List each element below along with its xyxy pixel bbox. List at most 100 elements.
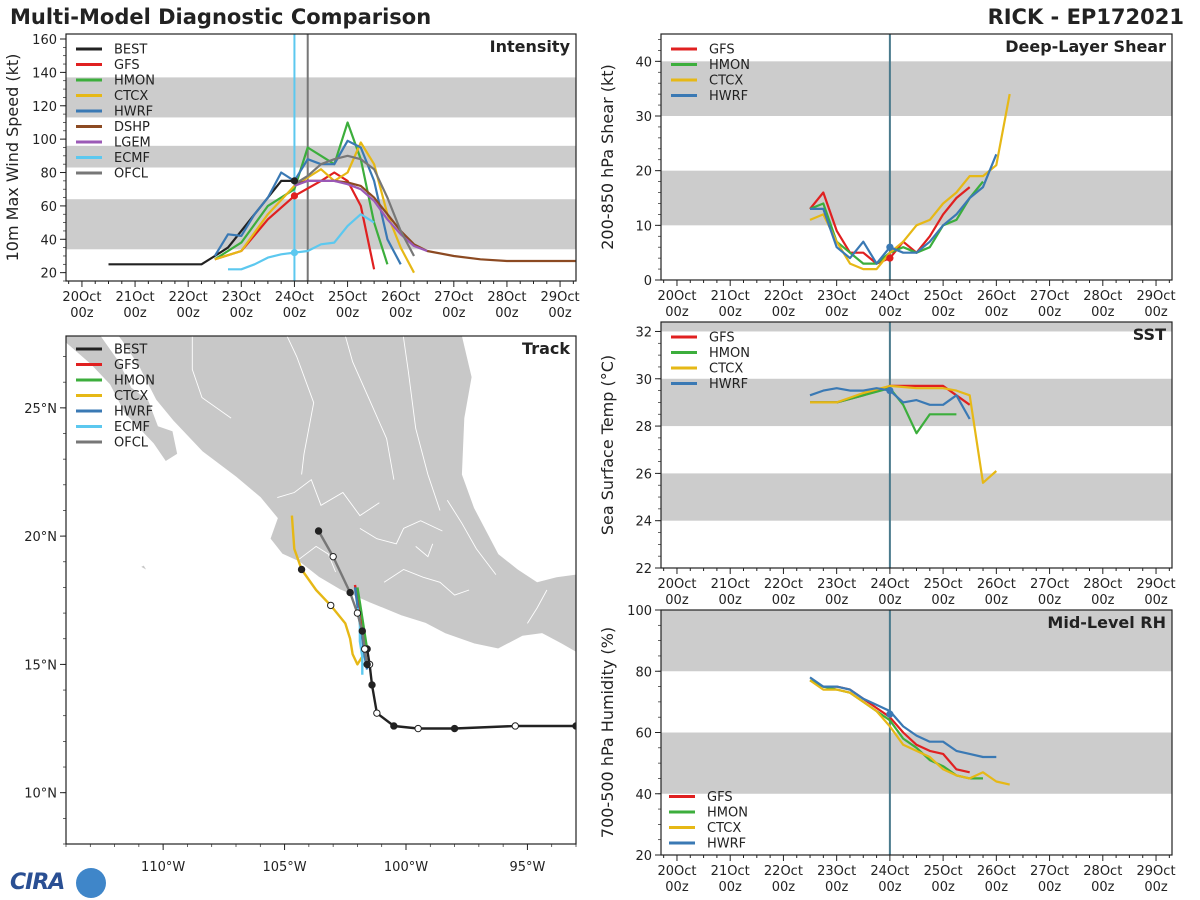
sst-xtick-label: 29Oct	[1137, 577, 1176, 592]
shear-series-hwrf	[810, 153, 998, 265]
intensity-ytick-label: 60	[40, 200, 57, 215]
intensity-legend-label: HMON	[114, 74, 155, 89]
rh-xtick-label: 26Oct	[977, 864, 1016, 879]
rh-xtick-sublabel: 00z	[931, 880, 955, 895]
shear-xtick-sublabel: 00z	[1038, 305, 1062, 320]
intensity-xtick-label: 23Oct	[222, 290, 261, 305]
sst-xtick-sublabel: 00z	[931, 593, 955, 608]
rh-xtick-label: 25Oct	[924, 864, 963, 879]
sst-marker-0	[886, 386, 894, 395]
track-xtick-label: 100°W	[384, 860, 428, 875]
sst-title: SST	[1133, 325, 1166, 344]
shear-xtick-label: 28Oct	[1083, 289, 1122, 304]
rh-xtick-label: 21Oct	[711, 864, 750, 879]
intensity-title: Intensity	[490, 37, 571, 56]
intensity-marker-0	[290, 177, 299, 185]
rh-xtick-sublabel: 00z	[1091, 880, 1115, 895]
sst-xtick-label: 28Oct	[1083, 577, 1122, 592]
rh-title: Mid-Level RH	[1047, 613, 1166, 632]
track-legend-label: BEST	[114, 343, 147, 358]
track-ofcl-point	[329, 552, 337, 561]
state-border-9	[527, 589, 548, 624]
intensity-xtick-label: 26Oct	[381, 290, 420, 305]
sst-band-0	[661, 473, 1172, 521]
shear-marker-1	[886, 243, 894, 251]
track-ofcl-point	[314, 527, 323, 535]
state-border-6	[359, 520, 443, 545]
shear-xtick-sublabel: 00z	[772, 305, 796, 320]
track-ofcl-point	[361, 645, 369, 653]
intensity-xtick-sublabel: 00z	[177, 306, 201, 321]
track-best-point	[450, 724, 459, 733]
track-ytick-label: 20°N	[24, 530, 57, 545]
track-best-point	[390, 722, 398, 730]
rh-ytick-label: 40	[635, 788, 652, 803]
intensity-xtick-sublabel: 00z	[495, 306, 519, 321]
intensity-panel: 20Oct00z21Oct00z22Oct00z23Oct00z24Oct00z…	[3, 33, 580, 321]
rh-ylabel: 700-500 hPa Humidity (%)	[598, 627, 617, 838]
shear-xtick-sublabel: 00z	[825, 305, 849, 320]
island	[128, 336, 164, 372]
sst-legend-label: GFS	[709, 331, 735, 346]
shear-xtick-label: 27Oct	[1030, 289, 1069, 304]
intensity-series-hmon	[214, 121, 389, 265]
intensity-xtick-sublabel: 00z	[123, 306, 147, 321]
track-legend-label: GFS	[114, 358, 140, 373]
sst-ytick-label: 26	[635, 467, 652, 482]
rh-legend-label: CTCX	[707, 821, 741, 836]
intensity-ytick-label: 140	[32, 66, 57, 81]
track-best-point	[511, 722, 519, 730]
intensity-band-0	[66, 199, 576, 250]
shear-legend-label: GFS	[709, 43, 735, 58]
intensity-ytick-label: 20	[40, 267, 57, 282]
sst-xtick-label: 24Oct	[870, 577, 909, 592]
shear-xtick-label: 25Oct	[924, 289, 963, 304]
shear-xtick-label: 24Oct	[870, 289, 909, 304]
track-ytick-label: 10°N	[24, 787, 57, 802]
rh-ytick-label: 100	[627, 604, 652, 619]
shear-xtick-sublabel: 00z	[719, 305, 743, 320]
track-xtick-label: 110°W	[141, 860, 185, 875]
intensity-legend-label: OFCL	[114, 167, 149, 182]
shear-legend-label: HMON	[709, 58, 750, 73]
sst-xtick-sublabel: 00z	[878, 593, 902, 608]
intensity-xtick-label: 20Oct	[62, 290, 101, 305]
rh-xtick-label: 22Oct	[764, 864, 803, 879]
track-xtick-label: 105°W	[262, 860, 306, 875]
shear-ytick-label: 40	[635, 55, 652, 70]
intensity-series-best	[108, 179, 295, 266]
sst-ytick-label: 22	[635, 562, 652, 577]
intensity-xtick-label: 29Oct	[541, 290, 580, 305]
sst-legend-label: HMON	[709, 346, 750, 361]
track-xtick-label: 95°W	[509, 860, 545, 875]
rh-xtick-sublabel: 00z	[665, 880, 689, 895]
state-border-5	[298, 545, 337, 573]
track-lines	[290, 515, 576, 733]
cira-logo: CIRA	[4, 866, 108, 898]
gulf-of-mexico	[461, 336, 576, 583]
intensity-ytick-label: 100	[32, 133, 57, 148]
intensity-band-2	[66, 77, 576, 118]
sst-ytick-label: 30	[635, 373, 652, 388]
sst-ylabel: Sea Surface Temp (°C)	[598, 355, 617, 535]
sst-xtick-label: 27Oct	[1030, 577, 1069, 592]
rh-xtick-sublabel: 00z	[878, 880, 902, 895]
rh-xtick-sublabel: 00z	[985, 880, 1009, 895]
sst-ytick-label: 32	[635, 325, 652, 340]
rh-series-hwrf	[809, 676, 997, 759]
track-panel: 110°W 105°W 100°W 95°W 10°N 15°N 20°N 25°N Track…	[24, 335, 577, 875]
rh-xtick-label: 20Oct	[657, 864, 696, 879]
track-series-hmon	[356, 587, 369, 650]
sst-xtick-label: 23Oct	[817, 577, 856, 592]
intensity-ytick-label: 160	[32, 33, 57, 48]
rh-legend-label: HMON	[707, 806, 748, 821]
sst-series-ctcx	[810, 384, 998, 484]
shear-marker-0	[886, 254, 894, 262]
shear-legend-label: CTCX	[709, 74, 743, 89]
shear-title: Deep-Layer Shear	[1005, 37, 1166, 56]
sst-xtick-sublabel: 00z	[665, 593, 689, 608]
state-border-2	[344, 336, 395, 480]
sst-xtick-label: 26Oct	[977, 577, 1016, 592]
intensity-legend-label: GFS	[114, 58, 140, 73]
intensity-xtick-sublabel: 00z	[70, 306, 94, 321]
